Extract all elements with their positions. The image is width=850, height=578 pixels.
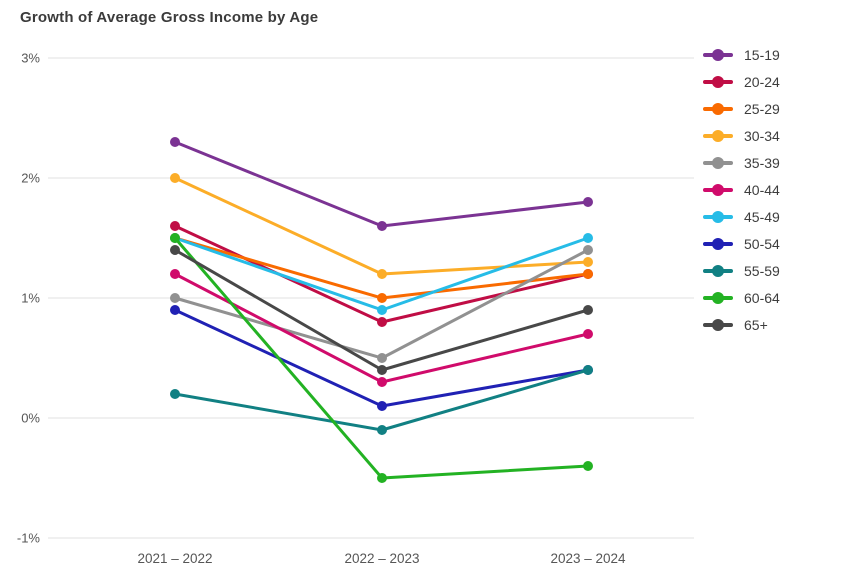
legend-item-50-54[interactable]: 50-54 (703, 235, 780, 253)
legend-item-60-64[interactable]: 60-64 (703, 289, 780, 307)
chart-line-15-19 (173, 140, 590, 228)
y-axis-tick-label: 1% (21, 291, 40, 306)
legend-marker-icon (703, 100, 733, 118)
legend-label: 60-64 (744, 290, 780, 306)
legend-item-30-34[interactable]: 30-34 (703, 127, 780, 145)
data-point-20-24-2 (377, 317, 387, 327)
legend-item-35-39[interactable]: 35-39 (703, 154, 780, 172)
legend-label: 40-44 (744, 182, 780, 198)
data-point-20-24-1 (170, 221, 180, 231)
data-point-25-29-2 (377, 293, 387, 303)
data-point-65+-1 (170, 245, 180, 255)
data-point-25-29-3 (583, 269, 593, 279)
legend-marker-icon (703, 73, 733, 91)
legend-marker-icon (703, 154, 733, 172)
data-point-65+-2 (377, 365, 387, 375)
legend-marker-icon (703, 46, 733, 64)
legend-label: 50-54 (744, 236, 780, 252)
legend-marker-icon (703, 181, 733, 199)
legend-label: 20-24 (744, 74, 780, 90)
data-point-15-19-2 (377, 221, 387, 231)
data-point-55-59-2 (377, 425, 387, 435)
data-point-60-64-2 (377, 473, 387, 483)
data-point-40-44-3 (583, 329, 593, 339)
legend-label: 25-29 (744, 101, 780, 117)
chart-title: Growth of Average Gross Income by Age (20, 9, 319, 26)
y-axis-tick-label: 2% (21, 171, 40, 186)
data-point-35-39-2 (377, 353, 387, 363)
data-point-45-49-2 (377, 305, 387, 315)
data-point-15-19-3 (583, 197, 593, 207)
data-point-30-34-2 (377, 269, 387, 279)
x-axis-tick-label: 2023 – 2024 (550, 551, 626, 566)
x-axis-tick-label: 2022 – 2023 (344, 551, 419, 566)
legend-item-25-29[interactable]: 25-29 (703, 100, 780, 118)
data-point-65+-3 (583, 305, 593, 315)
legend-item-15-19[interactable]: 15-19 (703, 46, 780, 64)
data-point-35-39-3 (583, 245, 593, 255)
data-point-45-49-3 (583, 233, 593, 243)
legend-marker-icon (703, 262, 733, 280)
legend-marker-icon (703, 235, 733, 253)
data-point-35-39-1 (170, 293, 180, 303)
legend-marker-icon (703, 316, 733, 334)
legend-label: 30-34 (744, 128, 780, 144)
legend-label: 35-39 (744, 155, 780, 171)
legend-item-55-59[interactable]: 55-59 (703, 262, 780, 280)
legend-marker-icon (703, 208, 733, 226)
data-point-60-64-3 (583, 461, 593, 471)
y-axis-tick-label: -1% (17, 531, 41, 546)
data-point-30-34-3 (583, 257, 593, 267)
y-axis-tick-label: 3% (21, 51, 40, 66)
chart-legend: 15-19 20-24 25-29 30-34 35-39 40-44 45-49 50-54… (703, 46, 780, 334)
legend-label: 15-19 (744, 47, 780, 63)
y-axis-tick-label: 0% (21, 411, 40, 426)
legend-item-65+[interactable]: 65+ (703, 316, 780, 334)
legend-item-45-49[interactable]: 45-49 (703, 208, 780, 226)
data-point-15-19-1 (170, 137, 180, 147)
data-point-50-54-2 (377, 401, 387, 411)
data-point-50-54-1 (170, 305, 180, 315)
data-point-30-34-1 (170, 173, 180, 183)
data-point-40-44-1 (170, 269, 180, 279)
legend-marker-icon (703, 289, 733, 307)
legend-label: 65+ (744, 317, 768, 333)
data-point-55-59-3 (583, 365, 593, 375)
legend-item-40-44[interactable]: 40-44 (703, 181, 780, 199)
data-point-55-59-1 (170, 389, 180, 399)
x-axis-tick-label: 2021 – 2022 (137, 551, 212, 566)
legend-label: 45-49 (744, 209, 780, 225)
legend-label: 55-59 (744, 263, 780, 279)
legend-marker-icon (703, 127, 733, 145)
data-point-60-64-1 (170, 233, 180, 243)
data-point-40-44-2 (377, 377, 387, 387)
legend-item-20-24[interactable]: 20-24 (703, 73, 780, 91)
